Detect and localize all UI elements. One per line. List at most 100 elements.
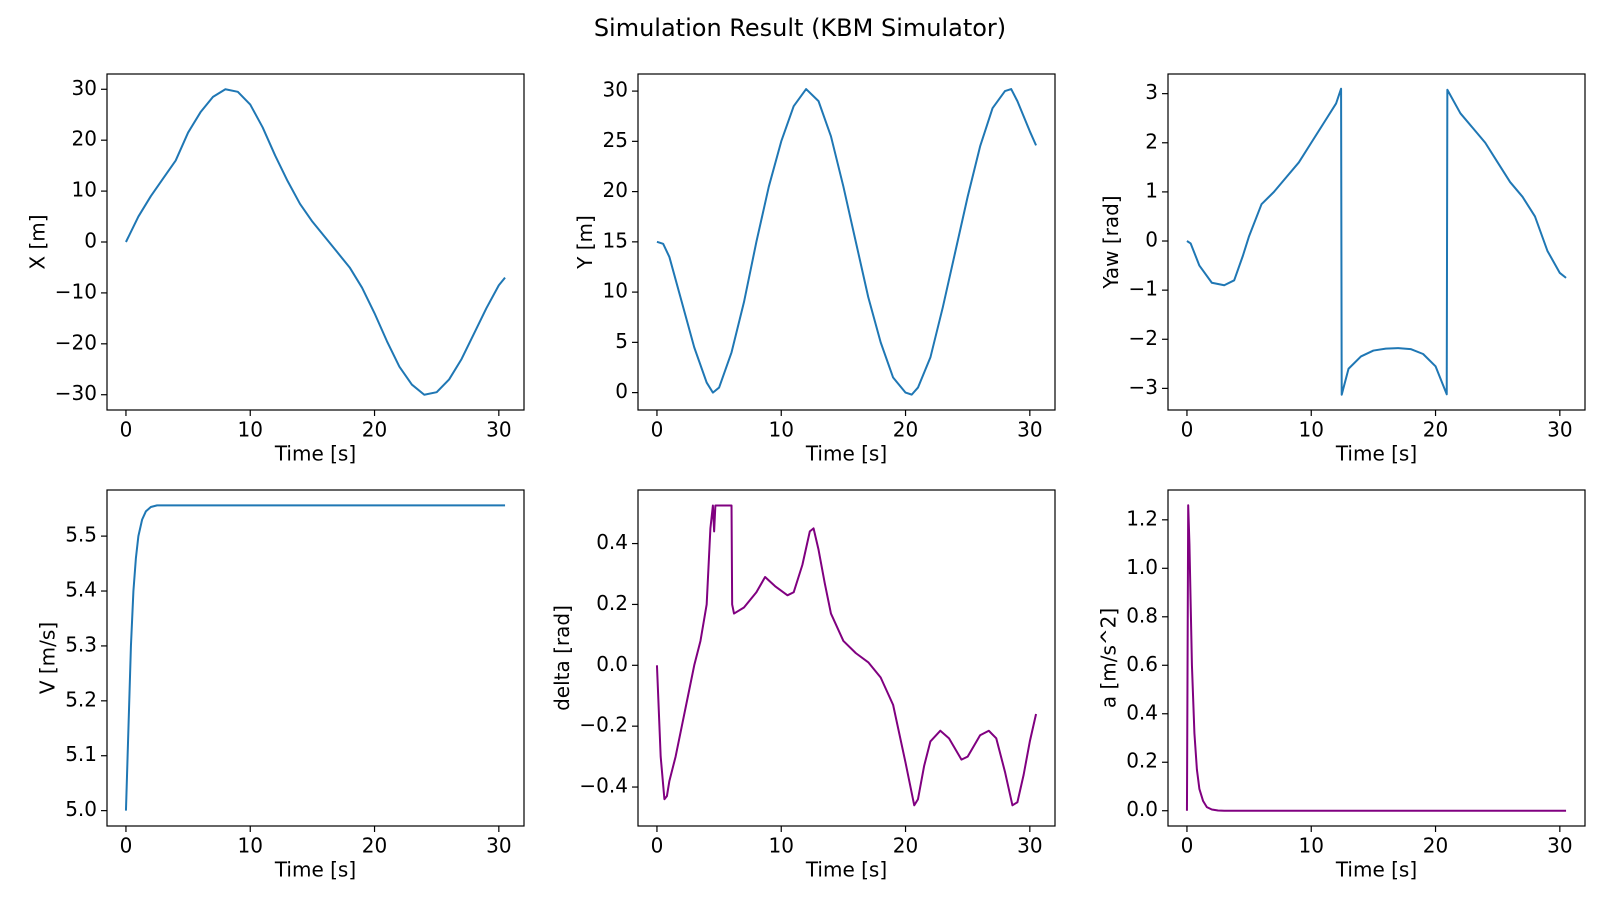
subplot: 0 10 20 30 −0.4 −0.2 0.0 0.2 0.4 Time [s] delta [r…: [550, 489, 1056, 882]
data-line: [125, 88, 506, 396]
figure-title: Simulation Result (KBM Simulator): [594, 14, 1006, 42]
plot-area: [124, 504, 506, 811]
y-tick-label: 0.8: [1126, 603, 1158, 627]
x-tick-label: 0: [651, 418, 664, 442]
x-tick-label: 0: [1181, 418, 1194, 442]
plot-area: [1185, 504, 1567, 812]
x-axis-label: Time [s]: [805, 858, 887, 882]
data-line: [1186, 87, 1567, 396]
y-tick-label: −3: [1129, 375, 1158, 399]
y-tick-label: 30: [603, 78, 628, 102]
y-tick-label: 25: [603, 128, 628, 152]
y-axis-label: delta [rad]: [550, 605, 574, 711]
x-tick-label: 20: [893, 834, 918, 858]
x-tick-label: 10: [769, 418, 794, 442]
x-tick-label: 10: [769, 834, 794, 858]
x-tick-label: 30: [486, 418, 511, 442]
axes-frame: [637, 73, 1056, 411]
y-tick-label: 0.6: [1126, 652, 1158, 676]
data-line: [124, 504, 506, 811]
axes-frame: [1167, 73, 1586, 411]
y-tick-label: 5.0: [65, 797, 97, 821]
y-tick-label: −10: [55, 279, 97, 303]
y-tick-label: 0.4: [596, 530, 628, 554]
subplot: 0 10 20 30 5.0 5.1 5.2 5.3 5.4 5.5 Time [s] V [m/s]: [36, 489, 525, 882]
y-tick-label: 10: [603, 279, 628, 303]
subplot: 0 10 20 30 −3 −2 −1 0 1 2 3 Time [s] Yaw [rad]: [1099, 73, 1586, 466]
y-tick-label: 5: [615, 329, 628, 353]
x-tick-label: 0: [1181, 834, 1194, 858]
x-axis-label: Time [s]: [1335, 442, 1417, 466]
y-tick-label: −2: [1129, 326, 1158, 350]
data-line: [1185, 504, 1567, 812]
axes-frame: [1167, 489, 1586, 827]
y-tick-label: 20: [603, 178, 628, 202]
x-tick-label: 30: [1547, 418, 1572, 442]
y-axis-label: Y [m]: [573, 215, 597, 270]
y-tick-label: 1: [1145, 178, 1158, 202]
y-tick-label: 0: [615, 379, 628, 403]
y-tick-label: 10: [72, 178, 97, 202]
y-tick-label: −30: [55, 381, 97, 405]
y-axis-label: X [m]: [25, 214, 49, 269]
plot-area: [656, 88, 1037, 396]
y-tick-label: 0.2: [596, 591, 628, 615]
y-tick-label: 0: [1145, 228, 1158, 252]
x-tick-label: 0: [651, 834, 664, 858]
subplot: 0 10 20 30 −30 −20 −10 0 10 20 30 Time [s] X [m]: [25, 73, 525, 466]
y-tick-label: 0.0: [1126, 797, 1158, 821]
axes-frame: [106, 489, 525, 827]
y-tick-label: 5.2: [65, 687, 97, 711]
x-tick-label: 30: [1017, 418, 1042, 442]
y-tick-label: 0.2: [1126, 749, 1158, 773]
y-tick-label: 5.4: [65, 578, 97, 602]
axes-frame: [637, 489, 1056, 827]
y-tick-label: 0.0: [596, 652, 628, 676]
x-tick-label: 20: [362, 834, 387, 858]
y-tick-label: 2: [1145, 129, 1158, 153]
x-tick-label: 0: [120, 418, 133, 442]
plot-area: [125, 88, 506, 396]
x-axis-label: Time [s]: [1335, 858, 1417, 882]
subplot: 0 10 20 30 0.0 0.2 0.4 0.6 0.8 1.0 1.2 Time [s] a [m…: [1097, 489, 1586, 882]
plot-area: [655, 504, 1038, 807]
x-axis-label: Time [s]: [274, 442, 356, 466]
x-tick-label: 30: [486, 834, 511, 858]
y-tick-label: 20: [72, 127, 97, 151]
data-line: [655, 504, 1038, 807]
y-tick-label: 0.4: [1126, 700, 1158, 724]
y-tick-label: 5.3: [65, 632, 97, 656]
x-tick-label: 30: [1017, 834, 1042, 858]
x-tick-label: 30: [1547, 834, 1572, 858]
y-tick-label: 1.0: [1126, 555, 1158, 579]
y-tick-label: −0.4: [579, 774, 628, 798]
plot-area: [1186, 87, 1567, 396]
subplot: 0 10 20 30 0 5 10 15 20 25 30 Time [s] Y [m]: [573, 73, 1056, 466]
y-axis-label: V [m/s]: [36, 622, 60, 694]
x-tick-label: 20: [1423, 418, 1448, 442]
y-tick-label: 3: [1145, 80, 1158, 104]
x-tick-label: 10: [238, 418, 263, 442]
y-tick-label: −20: [55, 330, 97, 354]
x-tick-label: 20: [893, 418, 918, 442]
x-tick-label: 10: [1299, 418, 1324, 442]
y-axis-label: a [m/s^2]: [1097, 608, 1121, 708]
x-tick-label: 20: [362, 418, 387, 442]
x-tick-label: 0: [120, 834, 133, 858]
x-axis-label: Time [s]: [274, 858, 356, 882]
x-axis-label: Time [s]: [805, 442, 887, 466]
y-tick-label: 0: [84, 229, 97, 253]
data-line: [656, 88, 1037, 396]
y-tick-label: −0.2: [579, 713, 628, 737]
y-tick-label: −1: [1129, 277, 1158, 301]
x-tick-label: 10: [1299, 834, 1324, 858]
x-tick-label: 10: [238, 834, 263, 858]
y-tick-label: 30: [72, 76, 97, 100]
x-tick-label: 20: [1423, 834, 1448, 858]
y-tick-label: 1.2: [1126, 506, 1158, 530]
y-tick-label: 5.5: [65, 523, 97, 547]
y-tick-label: 15: [603, 228, 628, 252]
y-axis-label: Yaw [rad]: [1099, 195, 1123, 289]
